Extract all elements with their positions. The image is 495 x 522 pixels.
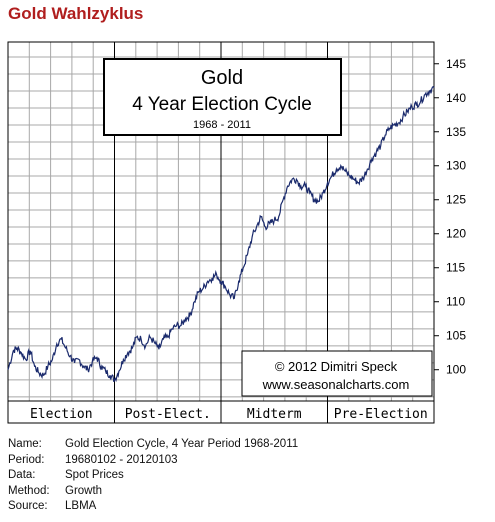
y-tick-label: 135: [446, 125, 466, 139]
y-tick-label: 130: [446, 159, 466, 173]
meta-value: LBMA: [65, 500, 97, 512]
meta-row-source: Source: LBMA: [8, 499, 298, 515]
copyright-box-frame: [241, 350, 433, 397]
y-tick-label: 115: [446, 261, 465, 275]
phase-labels: Election Post-Elect. Midterm Pre-Election: [30, 407, 428, 422]
y-tick-label: 140: [446, 91, 466, 105]
meta-value: Growth: [65, 484, 103, 497]
meta-key: Data:: [8, 469, 36, 481]
meta-key: Source:: [8, 500, 48, 512]
meta-value: Spot Prices: [65, 469, 124, 481]
meta-key: Method:: [8, 484, 50, 497]
meta-row-method: Method: Growth: [8, 484, 298, 500]
phase-label: Election: [30, 407, 93, 422]
meta-row-data: Data: Spot Prices: [8, 468, 298, 484]
title-box-line1: Gold: [201, 67, 243, 89]
meta-key: Name:: [8, 438, 42, 450]
y-tick-label: 100: [446, 363, 466, 377]
phase-label: Midterm: [247, 407, 302, 422]
y-tick-label: 105: [446, 329, 466, 343]
phase-label: Pre-Election: [334, 407, 428, 422]
copyright-box: © 2012 Dimitri Speck www.seasonalcharts.…: [241, 350, 433, 397]
meta-key: Period:: [8, 453, 45, 466]
copyright-line1: © 2012 Dimitri Speck: [275, 359, 398, 374]
y-tick-label: 110: [446, 295, 465, 309]
meta-value: Gold Election Cycle, 4 Year Period 1968-…: [65, 438, 299, 450]
meta-row-name: Name: Gold Election Cycle, 4 Year Period…: [8, 437, 298, 453]
meta-row-period: Period: 19680102 - 20120103: [8, 453, 298, 469]
copyright-line2: www.seasonalcharts.com: [262, 377, 410, 392]
title-box: Gold 4 Year Election Cycle 1968 - 2011: [103, 58, 342, 136]
y-tick-label: 145: [446, 57, 466, 71]
phase-label: Post-Elect.: [125, 407, 211, 422]
title-box-frame: [103, 58, 342, 136]
y-tick-label: 125: [446, 193, 466, 207]
page-title: Gold Wahlzyklus: [8, 4, 144, 23]
y-tick-label: 120: [446, 227, 466, 241]
y-axis-ticks: 145 140 135 130 125 120 115 110 105 100: [434, 57, 466, 377]
chart: Election Post-Elect. Midterm Pre-Election 1…: [7, 41, 466, 424]
title-box-line3: 1968 - 2011: [193, 119, 251, 131]
series-line-gold: [7, 85, 435, 383]
chart-meta: Name: Gold Election Cycle, 4 Year Period…: [8, 437, 298, 515]
meta-value: 19680102 - 20120103: [65, 453, 178, 466]
title-box-line2: 4 Year Election Cycle: [132, 94, 312, 115]
